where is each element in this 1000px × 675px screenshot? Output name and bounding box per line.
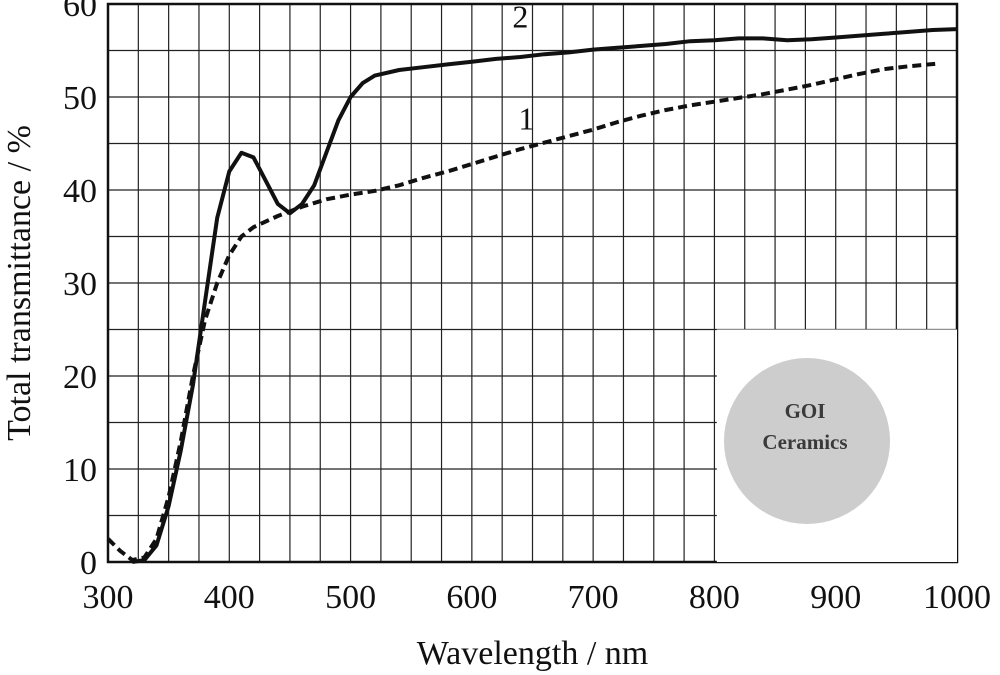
series-label-2: 2 (512, 0, 528, 34)
inset-sample-photo: GOI Ceramics (716, 329, 957, 562)
y-tick-label: 40 (63, 173, 97, 210)
y-tick-label: 60 (63, 0, 97, 24)
series-annotations: 21 (512, 0, 534, 137)
y-tick-label: 10 (63, 452, 97, 489)
x-tick-label: 300 (83, 579, 134, 616)
y-tick-label: 50 (63, 80, 97, 117)
x-tick-label: 1000 (923, 579, 991, 616)
series-label-1: 1 (518, 101, 534, 137)
plot-frame (106, 2, 959, 564)
y-tick-labels: 0 10 20 30 40 50 60 (63, 0, 97, 582)
y-tick-label: 30 (63, 266, 97, 303)
series-layer (106, 27, 958, 564)
series-line-2 (131, 27, 958, 564)
y-tick-label: 20 (63, 359, 97, 396)
x-tick-label: 500 (325, 579, 376, 616)
x-tick-label: 800 (689, 579, 740, 616)
sample-disc (724, 358, 890, 524)
inset-label-1: Ceramics (762, 430, 847, 454)
x-axis-title: Wavelength / nm (417, 635, 648, 672)
y-tick-label: 0 (80, 545, 97, 582)
x-tick-label: 700 (568, 579, 619, 616)
y-axis-title: Total transmittance / % (1, 125, 38, 441)
inset-label-0: GOI (785, 399, 826, 423)
x-tick-label: 600 (446, 579, 497, 616)
x-tick-labels: 300 400 500 600 700 800 900 1000 (83, 579, 992, 616)
x-tick-label: 400 (204, 579, 255, 616)
x-tick-label: 900 (810, 579, 861, 616)
